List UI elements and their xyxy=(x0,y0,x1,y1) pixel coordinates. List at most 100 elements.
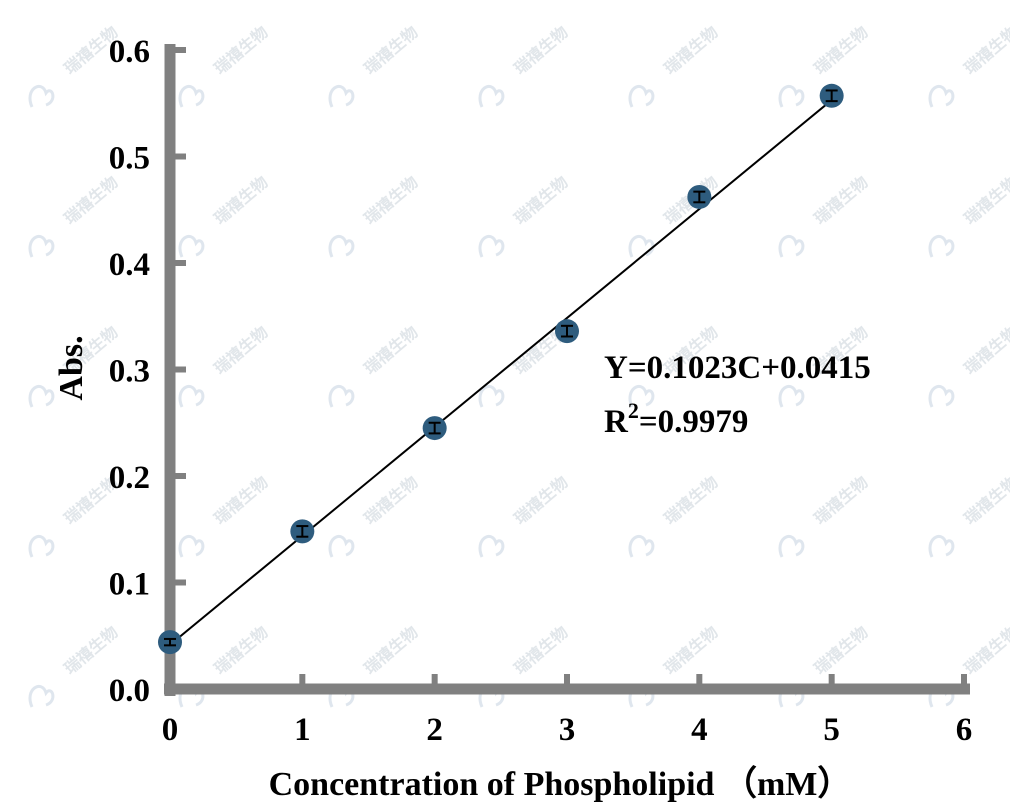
watermark-logo-icon xyxy=(28,535,55,558)
y-tick-label: 0.2 xyxy=(109,460,150,496)
watermark-text: 瑞禧生物 xyxy=(960,22,1010,78)
x-tick-label: 4 xyxy=(691,712,708,748)
watermark-logo-icon xyxy=(28,85,55,108)
watermark-text: 瑞禧生物 xyxy=(210,22,271,78)
watermark: 瑞禧生物 xyxy=(928,472,1010,558)
data-points xyxy=(158,83,844,655)
watermark-logo-icon xyxy=(478,85,505,108)
x-tick-label: 6 xyxy=(956,712,973,748)
y-axis-label: Abs. xyxy=(53,335,90,400)
watermark: 瑞禧生物 xyxy=(328,322,422,408)
fit-line-group xyxy=(169,99,833,646)
watermark: 瑞禧生物 xyxy=(628,472,722,558)
watermark: 瑞禧生物 xyxy=(928,172,1010,258)
watermark-logo-icon xyxy=(478,535,505,558)
r-squared-prefix: R xyxy=(604,404,629,440)
watermark-logo-icon xyxy=(328,85,355,108)
watermark-text: 瑞禧生物 xyxy=(510,172,571,228)
watermark: 瑞禧生物 xyxy=(628,22,722,108)
watermark: 瑞禧生物 xyxy=(28,172,122,258)
watermark-text: 瑞禧生物 xyxy=(960,322,1010,378)
watermark-logo-icon xyxy=(628,235,655,258)
watermark-logo-icon xyxy=(328,385,355,408)
watermark-text: 瑞禧生物 xyxy=(210,322,271,378)
watermark-logo-icon xyxy=(928,235,955,258)
watermark-text: 瑞禧生物 xyxy=(960,472,1010,528)
watermark: 瑞禧生物 xyxy=(178,322,272,408)
watermark-logo-icon xyxy=(178,385,205,408)
watermark: 瑞禧生物 xyxy=(178,22,272,108)
watermark: 瑞禧生物 xyxy=(628,172,722,258)
r-squared: R2=0.9979 xyxy=(604,398,748,440)
watermark: 瑞禧生物 xyxy=(928,322,1010,408)
watermark-logo-icon xyxy=(628,85,655,108)
x-tick-label: 2 xyxy=(426,712,443,748)
watermark-logo-icon xyxy=(628,385,655,408)
watermark-text: 瑞禧生物 xyxy=(60,622,121,678)
watermark-text: 瑞禧生物 xyxy=(210,172,271,228)
watermark-logo-icon xyxy=(28,235,55,258)
watermark-logo-icon xyxy=(778,535,805,558)
y-tick-label: 0.3 xyxy=(109,354,150,390)
y-tick-label: 0.1 xyxy=(109,567,150,603)
watermark: 瑞禧生物 xyxy=(328,22,422,108)
watermark-text: 瑞禧生物 xyxy=(660,472,721,528)
watermark: 瑞禧生物 xyxy=(328,472,422,558)
r-squared-value: =0.9979 xyxy=(639,404,749,440)
watermark-logo-icon xyxy=(328,535,355,558)
y-tick-label: 0.0 xyxy=(109,673,150,709)
watermark-text: 瑞禧生物 xyxy=(360,172,421,228)
x-tick-label: 5 xyxy=(823,712,840,748)
watermark-text: 瑞禧生物 xyxy=(810,622,871,678)
watermark-logo-icon xyxy=(28,685,55,708)
watermark: 瑞禧生物 xyxy=(778,472,872,558)
y-tick-label: 0.6 xyxy=(109,34,150,70)
watermark: 瑞禧生物 xyxy=(928,22,1010,108)
data-point xyxy=(687,184,712,209)
watermark-text: 瑞禧生物 xyxy=(960,622,1010,678)
watermark-text: 瑞禧生物 xyxy=(660,622,721,678)
data-point xyxy=(158,630,182,655)
axes xyxy=(164,44,970,696)
watermark-logo-icon xyxy=(778,85,805,108)
data-point xyxy=(422,416,447,441)
watermark: 瑞禧生物 xyxy=(328,172,422,258)
data-point xyxy=(819,83,844,108)
watermark-logo-icon xyxy=(178,85,205,108)
ticks: 0.0 0.1 0.2 0.3 0.4 0.5 0.6 0 1 2 3 4 5 6 xyxy=(109,34,973,748)
watermark-text: 瑞禧生物 xyxy=(510,22,571,78)
watermark-logo-icon xyxy=(478,385,505,408)
watermark-logo-icon xyxy=(778,385,805,408)
x-tick-label: 1 xyxy=(294,712,311,748)
x-tick-label: 3 xyxy=(559,712,576,748)
x-tick-label: 0 xyxy=(162,712,179,748)
watermark-text: 瑞禧生物 xyxy=(360,622,421,678)
watermark-text: 瑞禧生物 xyxy=(60,172,121,228)
watermark: 瑞禧生物 xyxy=(478,22,572,108)
watermark-logo-icon xyxy=(628,535,655,558)
watermark: 瑞禧生物 xyxy=(178,472,272,558)
watermark-text: 瑞禧生物 xyxy=(810,172,871,228)
watermark-text: 瑞禧生物 xyxy=(510,622,571,678)
watermark-text: 瑞禧生物 xyxy=(510,472,571,528)
watermark: 瑞禧生物 xyxy=(478,472,572,558)
watermark-text: 瑞禧生物 xyxy=(210,472,271,528)
watermark: 瑞禧生物 xyxy=(178,172,272,258)
watermark-logo-icon xyxy=(478,235,505,258)
r-squared-superscript: 2 xyxy=(628,398,639,423)
watermark-text: 瑞禧生物 xyxy=(960,172,1010,228)
watermark-logo-icon xyxy=(928,85,955,108)
fit-line xyxy=(169,99,833,646)
watermark-logo-icon xyxy=(928,535,955,558)
watermark-logo-icon xyxy=(328,235,355,258)
watermark-text: 瑞禧生物 xyxy=(810,472,871,528)
fit-equation: Y=0.1023C+0.0415 xyxy=(604,350,871,386)
y-tick-label: 0.5 xyxy=(109,141,150,177)
watermark: 瑞禧生物 xyxy=(478,172,572,258)
watermark-text: 瑞禧生物 xyxy=(360,22,421,78)
watermark-logo-icon xyxy=(28,385,55,408)
watermark: 瑞禧生物 xyxy=(778,172,872,258)
data-point xyxy=(555,319,579,344)
watermark-logo-icon xyxy=(778,235,805,258)
